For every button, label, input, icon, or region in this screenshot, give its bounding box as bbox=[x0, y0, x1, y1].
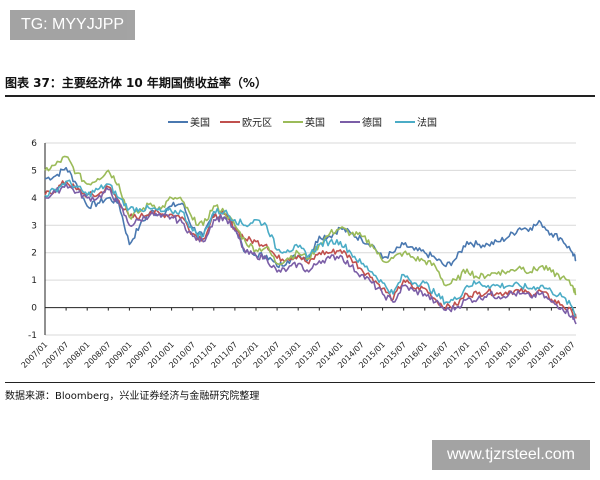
figure-title: 图表 37：主要经济体 10 年期国债收益率（%） bbox=[5, 76, 267, 90]
legend-label: 法国 bbox=[417, 116, 437, 129]
legend-label: 美国 bbox=[190, 116, 210, 129]
y-tick-label: 5 bbox=[31, 166, 37, 176]
legend-label: 德国 bbox=[362, 116, 382, 129]
y-tick-label: 3 bbox=[31, 221, 37, 231]
y-tick-label: -1 bbox=[28, 331, 37, 341]
watermark-bottom-right: www.tjzrsteel.com bbox=[432, 440, 590, 470]
title-rule bbox=[5, 95, 595, 97]
y-tick-label: 6 bbox=[31, 139, 37, 149]
series-line-法国 bbox=[44, 179, 577, 317]
y-tick-label: 1 bbox=[31, 276, 37, 286]
legend-label: 英国 bbox=[305, 116, 325, 129]
source-note: 数据来源：Bloomberg，兴业证券经济与金融研究院整理 bbox=[5, 391, 260, 402]
y-tick-label: 4 bbox=[31, 194, 37, 204]
source-rule bbox=[5, 382, 595, 383]
series-line-美国 bbox=[44, 166, 577, 269]
watermark-top-left: TG: MYYJJPP bbox=[10, 10, 135, 40]
series-line-德国 bbox=[44, 183, 577, 325]
y-tick-label: 2 bbox=[31, 249, 37, 259]
y-tick-label: 0 bbox=[31, 304, 37, 314]
legend-label: 欧元区 bbox=[242, 117, 272, 129]
